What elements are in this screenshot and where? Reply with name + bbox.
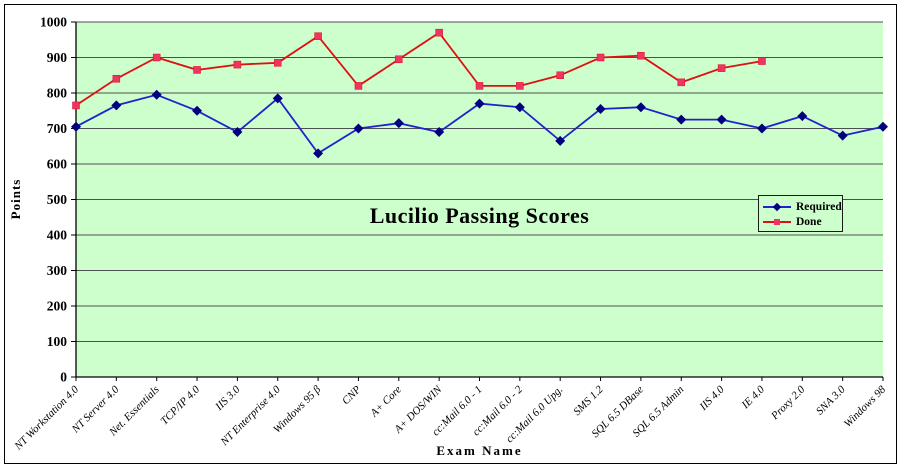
required-marker bbox=[595, 103, 606, 114]
required-marker bbox=[716, 114, 727, 125]
x-tick-label: TCP/IP 4.0 bbox=[158, 383, 202, 427]
done-marker bbox=[274, 59, 282, 67]
required-marker bbox=[474, 98, 485, 109]
y-tick-label: 1000 bbox=[40, 15, 67, 30]
legend-label-done: Done bbox=[796, 215, 822, 228]
done-series-swatch bbox=[763, 216, 791, 227]
x-tick-label: SNA 3.0 bbox=[814, 383, 848, 417]
y-axis-title: Points bbox=[8, 178, 23, 220]
x-tick-label: Proxy 2.0 bbox=[768, 383, 807, 422]
x-tick-label: IIS 4.0 bbox=[697, 383, 727, 413]
required-marker bbox=[313, 148, 324, 159]
done-marker bbox=[233, 60, 242, 69]
required-marker bbox=[232, 127, 243, 138]
y-tick-label: 100 bbox=[47, 334, 68, 349]
legend-item-done: Done bbox=[763, 214, 838, 229]
diamond-marker-icon bbox=[772, 202, 782, 211]
required-marker bbox=[797, 111, 808, 122]
required-marker bbox=[434, 127, 445, 138]
x-tick-label: IIS 3.0 bbox=[213, 383, 243, 413]
required-marker bbox=[393, 118, 404, 129]
done-marker bbox=[637, 51, 645, 60]
x-tick-label: CNP bbox=[340, 383, 364, 407]
done-marker bbox=[717, 64, 726, 72]
required-marker bbox=[71, 121, 81, 132]
x-tick-label: Windows 98 bbox=[842, 383, 889, 430]
done-marker bbox=[72, 101, 80, 110]
y-tick-label: 300 bbox=[47, 263, 68, 278]
x-tick-label: SMS 1.2 bbox=[571, 383, 606, 418]
done-marker bbox=[516, 82, 524, 90]
y-tick-label: 600 bbox=[47, 157, 68, 172]
x-tick-label: IE 4.0 bbox=[739, 383, 768, 412]
done-marker bbox=[395, 55, 403, 64]
y-tick-label: 400 bbox=[47, 228, 68, 243]
x-tick-label: A+ Core bbox=[368, 384, 404, 420]
y-tick-label: 700 bbox=[47, 121, 68, 136]
done-marker bbox=[152, 53, 161, 62]
legend-item-required: Required bbox=[763, 199, 842, 214]
done-marker bbox=[475, 82, 484, 90]
required-marker bbox=[676, 114, 687, 125]
required-series-swatch bbox=[763, 201, 791, 212]
done-marker bbox=[314, 32, 322, 40]
done-marker bbox=[758, 57, 766, 65]
y-tick-label: 500 bbox=[47, 192, 68, 207]
done-marker bbox=[354, 82, 363, 90]
done-marker bbox=[556, 71, 564, 79]
chart-border bbox=[4, 4, 897, 464]
y-tick-label: 800 bbox=[47, 86, 68, 101]
y-tick-label: 200 bbox=[47, 299, 68, 314]
required-marker bbox=[878, 121, 888, 132]
legend-label-required: Required bbox=[796, 200, 842, 213]
x-tick-label: NT Workstation 4.0 bbox=[12, 383, 82, 453]
required-marker bbox=[756, 123, 767, 134]
required-marker bbox=[514, 102, 525, 113]
done-marker bbox=[596, 53, 605, 62]
required-marker bbox=[555, 135, 566, 146]
y-tick-label: 900 bbox=[47, 50, 68, 65]
required-marker bbox=[635, 102, 646, 113]
done-series-line bbox=[75, 31, 763, 107]
required-marker bbox=[353, 123, 364, 134]
required-marker bbox=[111, 100, 122, 111]
square-marker-icon bbox=[774, 218, 780, 225]
y-tick-label: 0 bbox=[60, 370, 67, 385]
done-marker bbox=[677, 78, 685, 87]
x-axis-title: Exam Name bbox=[436, 443, 523, 458]
required-marker bbox=[837, 130, 848, 141]
done-marker bbox=[435, 28, 443, 37]
required-marker bbox=[272, 93, 283, 104]
chart-title: Lucilio Passing Scores bbox=[369, 203, 590, 228]
done-marker bbox=[193, 66, 201, 74]
legend: Required Done bbox=[758, 195, 843, 232]
done-marker bbox=[112, 75, 121, 83]
required-marker bbox=[192, 105, 203, 116]
required-marker bbox=[151, 89, 162, 100]
